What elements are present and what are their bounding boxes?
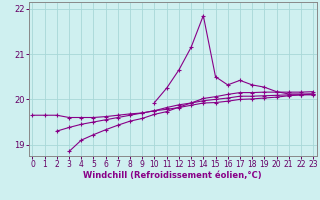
X-axis label: Windchill (Refroidissement éolien,°C): Windchill (Refroidissement éolien,°C)	[84, 171, 262, 180]
